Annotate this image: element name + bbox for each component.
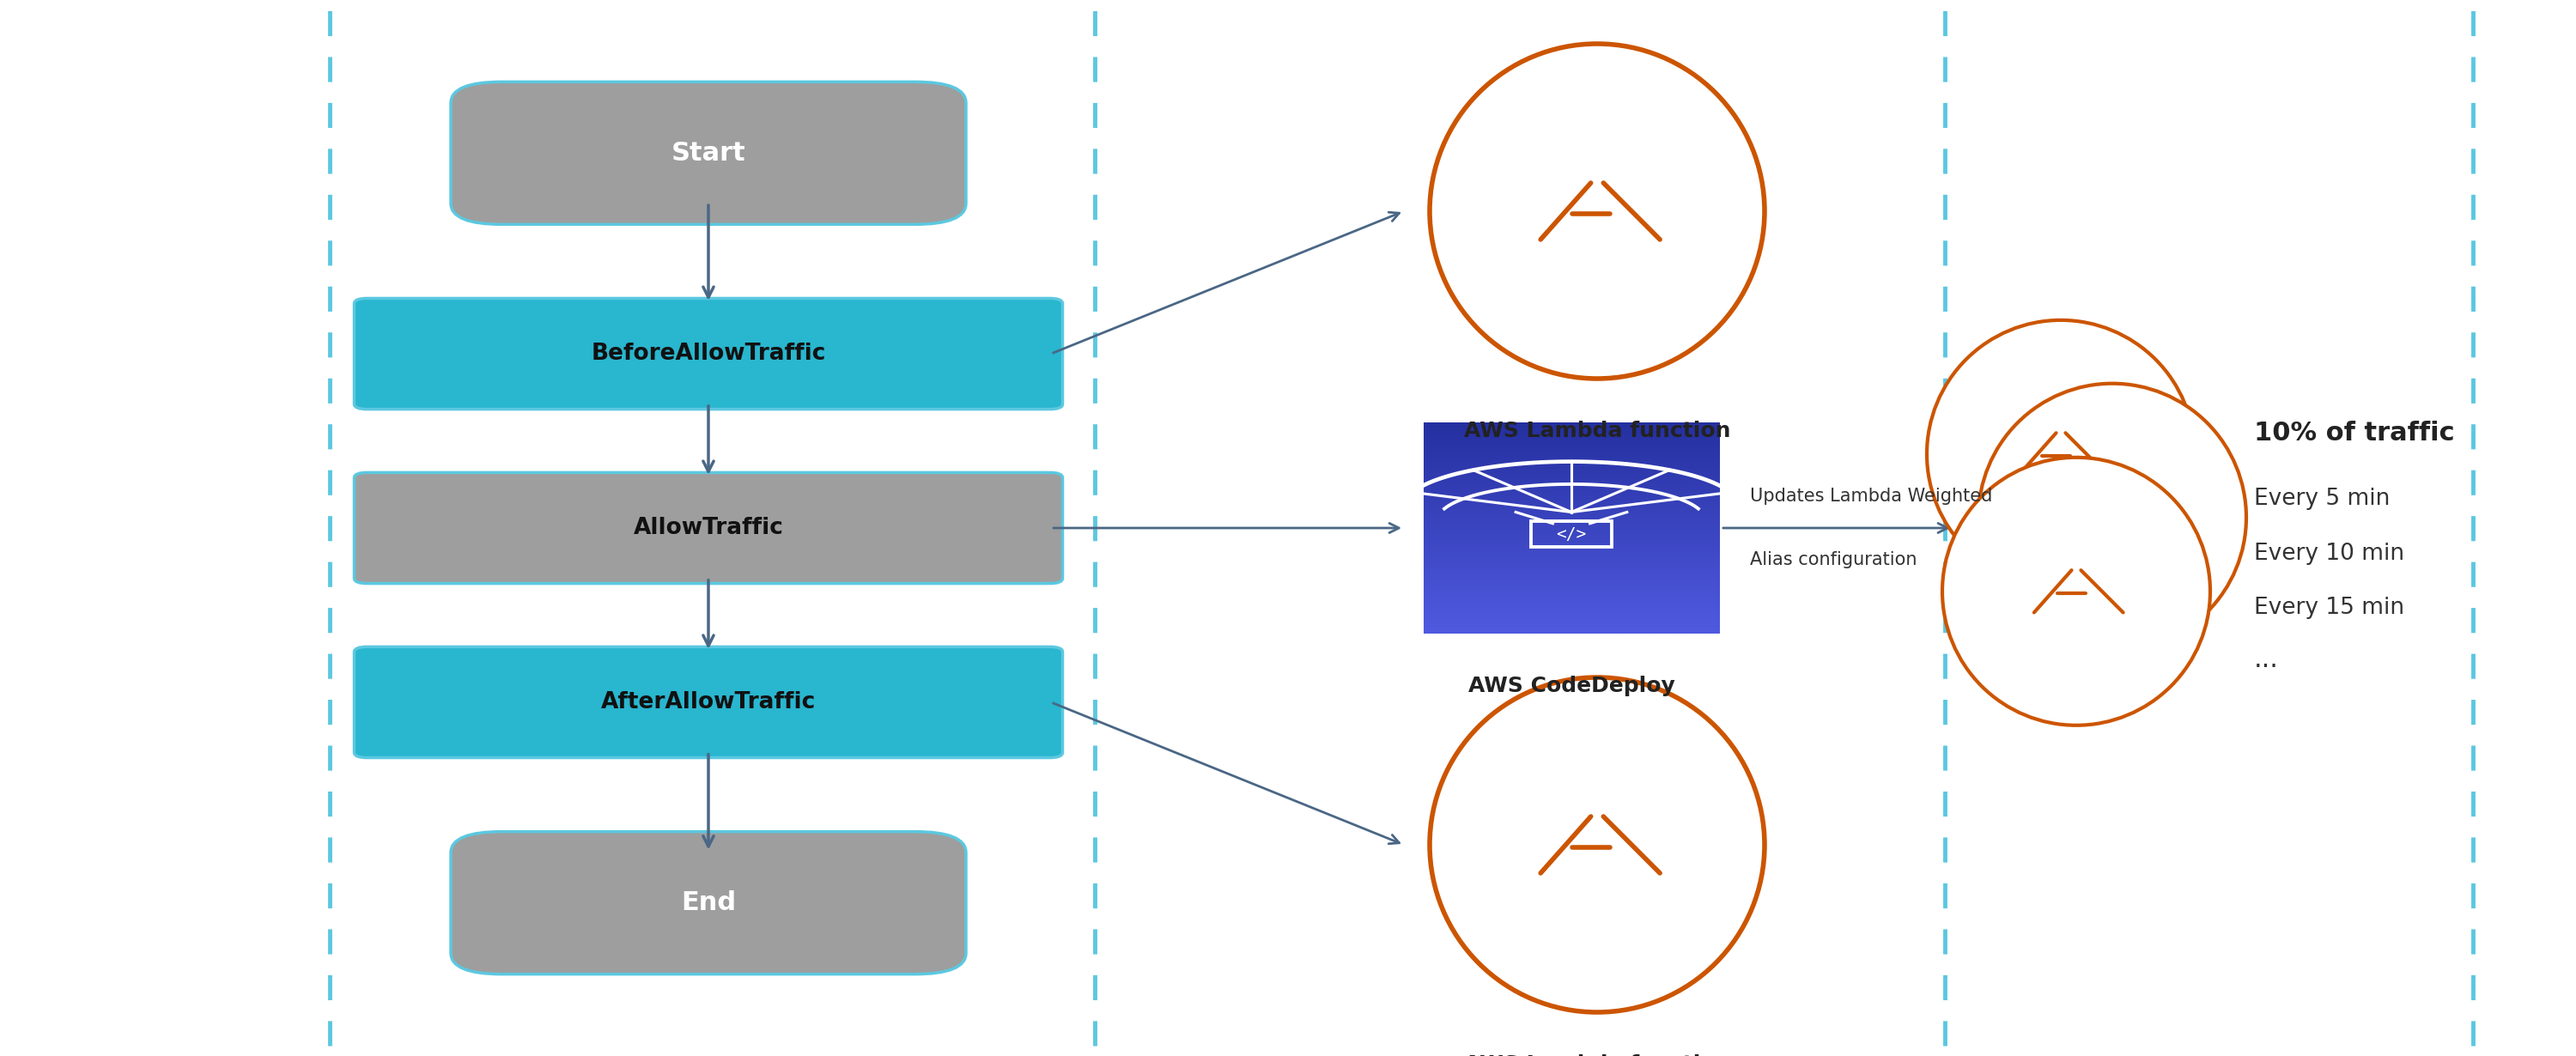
Text: BeforeAllowTraffic: BeforeAllowTraffic bbox=[590, 342, 827, 365]
Text: Alias configuration: Alias configuration bbox=[1752, 551, 1917, 568]
Ellipse shape bbox=[1430, 677, 1765, 1013]
Ellipse shape bbox=[1942, 457, 2210, 725]
FancyBboxPatch shape bbox=[451, 832, 966, 974]
Text: 10% of traffic: 10% of traffic bbox=[2254, 420, 2455, 446]
Text: Every 10 min: Every 10 min bbox=[2254, 542, 2403, 565]
Text: End: End bbox=[680, 890, 737, 916]
Text: AfterAllowTraffic: AfterAllowTraffic bbox=[600, 691, 817, 714]
Ellipse shape bbox=[1978, 383, 2246, 652]
Text: AWS CodeDeploy: AWS CodeDeploy bbox=[1468, 676, 1674, 697]
Text: AllowTraffic: AllowTraffic bbox=[634, 516, 783, 540]
FancyBboxPatch shape bbox=[355, 298, 1061, 409]
Text: Updates Lambda Weighted: Updates Lambda Weighted bbox=[1752, 488, 1994, 505]
Ellipse shape bbox=[1430, 43, 1765, 379]
Ellipse shape bbox=[1927, 320, 2195, 588]
Text: Every 15 min: Every 15 min bbox=[2254, 597, 2403, 620]
Text: ...: ... bbox=[2254, 647, 2280, 673]
FancyBboxPatch shape bbox=[355, 646, 1061, 758]
Text: Start: Start bbox=[672, 140, 744, 166]
Text: </>: </> bbox=[1556, 526, 1587, 543]
FancyBboxPatch shape bbox=[355, 473, 1061, 583]
Text: Every 5 min: Every 5 min bbox=[2254, 487, 2391, 510]
Text: AWS Lambda function: AWS Lambda function bbox=[1463, 421, 1731, 441]
FancyBboxPatch shape bbox=[451, 82, 966, 225]
Text: AWS Lambda function: AWS Lambda function bbox=[1463, 1055, 1731, 1056]
